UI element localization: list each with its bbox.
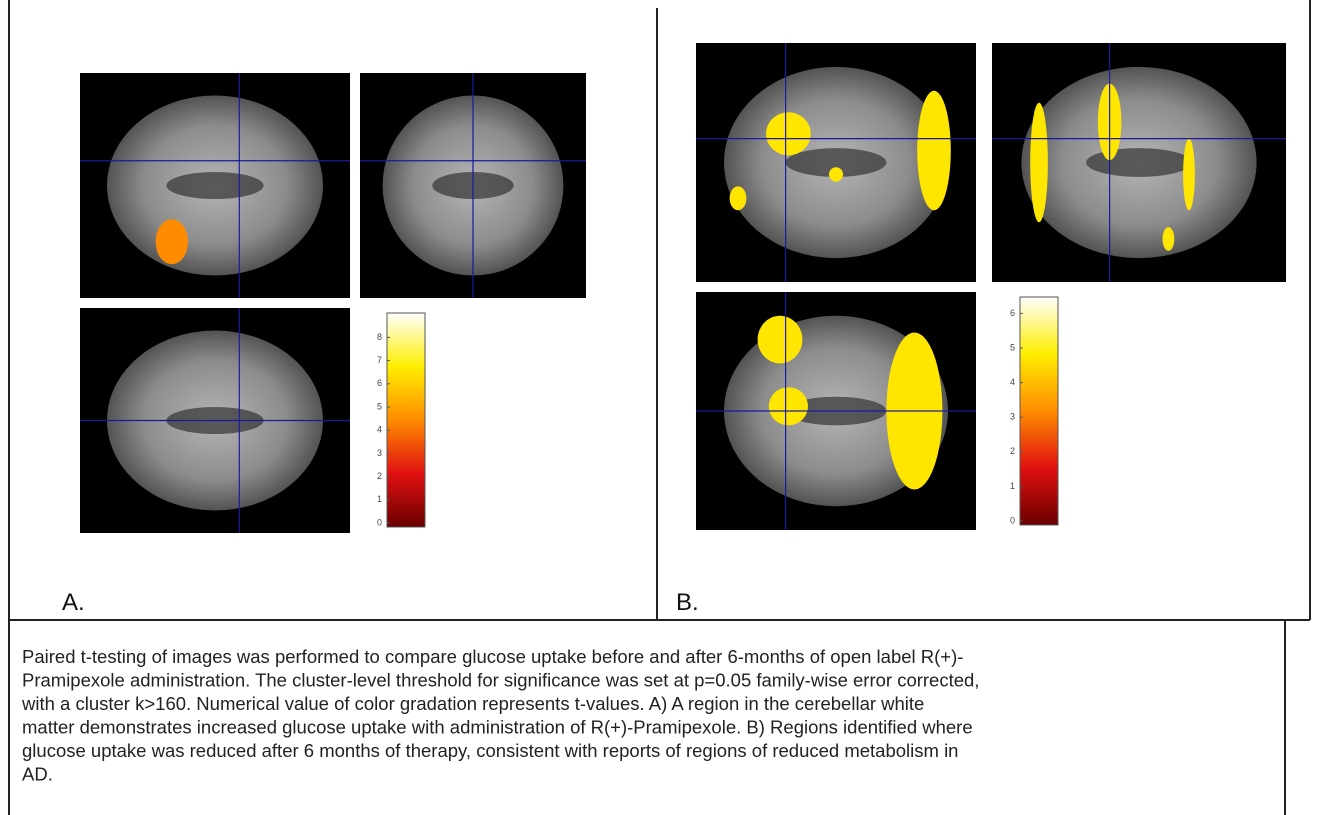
colorbar bbox=[1020, 297, 1058, 525]
brain-slice bbox=[992, 43, 1286, 282]
colorbar-tick-label: 0 bbox=[1010, 515, 1015, 525]
brain-ventricle bbox=[166, 172, 263, 199]
colorbar-tick-label: 1 bbox=[1010, 481, 1015, 491]
panel-label: A. bbox=[62, 589, 85, 616]
brain-slice bbox=[80, 73, 350, 298]
caption: Paired t-testing of images was performed… bbox=[21, 646, 979, 785]
brain-slice bbox=[360, 73, 586, 298]
colorbar-tick-label: 5 bbox=[377, 401, 382, 411]
colorbar-tick-label: 1 bbox=[377, 494, 382, 504]
caption-line: with a cluster k>160. Numerical value of… bbox=[21, 693, 924, 714]
colorbar-tick-label: 7 bbox=[377, 355, 382, 365]
activation bbox=[769, 387, 808, 425]
colorbar-tick-label: 4 bbox=[1010, 377, 1015, 387]
figure: A. B. Paired t-testing of images was per… bbox=[0, 0, 1318, 815]
activation bbox=[758, 316, 803, 364]
caption-line: AD. bbox=[22, 764, 53, 785]
caption-line: matter demonstrates increased glucose up… bbox=[22, 717, 973, 738]
activation bbox=[1030, 103, 1048, 223]
colorbar bbox=[387, 313, 425, 527]
activation bbox=[829, 167, 843, 181]
colorbar-tick-label: 6 bbox=[377, 378, 382, 388]
brain-ventricle bbox=[1086, 148, 1192, 177]
colorbar-tick-label: 5 bbox=[1010, 342, 1015, 352]
activation bbox=[730, 186, 747, 210]
activation bbox=[1163, 227, 1175, 251]
activation bbox=[917, 91, 951, 211]
caption-line: Pramipexole administration. The cluster-… bbox=[22, 670, 979, 691]
colorbar-tick-label: 4 bbox=[377, 425, 382, 435]
colorbar-tick-label: 2 bbox=[377, 471, 382, 481]
caption-line: glucose uptake was reduced after 6 month… bbox=[22, 740, 958, 761]
activation bbox=[156, 219, 188, 264]
colorbar-tick-label: 8 bbox=[377, 332, 382, 342]
colorbar-tick-label: 0 bbox=[377, 517, 382, 527]
colorbar-tick-label: 3 bbox=[377, 448, 382, 458]
panel-label: B. bbox=[676, 589, 699, 616]
brain-slice bbox=[696, 43, 976, 282]
activation bbox=[1183, 139, 1195, 211]
colorbar-tick-label: 6 bbox=[1010, 308, 1015, 318]
colorbar-tick-label: 2 bbox=[1010, 446, 1015, 456]
brain-slice bbox=[80, 308, 350, 533]
colorbar-tick-label: 3 bbox=[1010, 412, 1015, 422]
activation bbox=[766, 112, 811, 155]
caption-line: Paired t-testing of images was performed… bbox=[22, 646, 963, 667]
brain-slice bbox=[696, 292, 976, 530]
